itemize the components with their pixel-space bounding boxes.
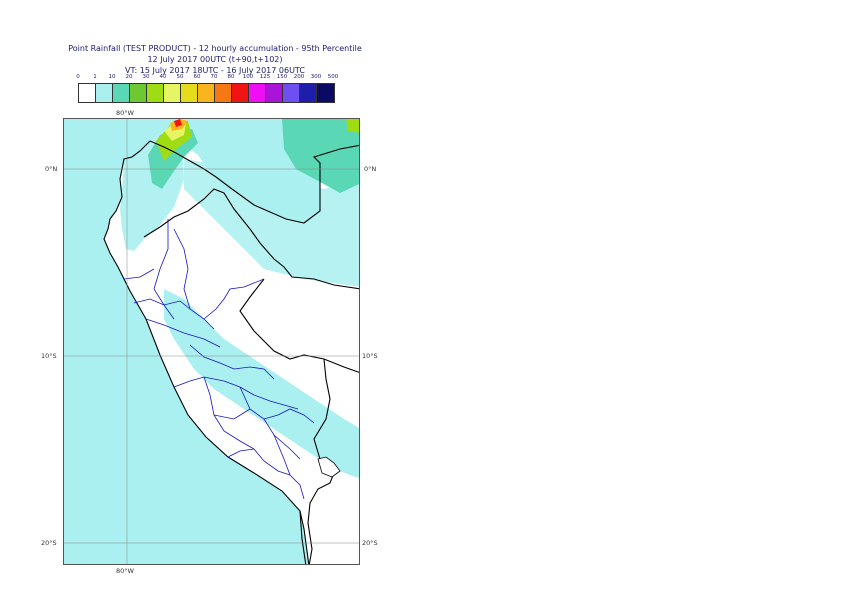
legend-swatch-11 [266,84,283,102]
lat-label-right-20: 20°S [362,539,378,547]
region-borders [123,219,315,500]
legend-swatch-12 [283,84,300,102]
colombia-ecuador-border [149,140,359,224]
rain-40-ne-corner [346,119,359,133]
legend-tick-6: 50 [176,74,184,80]
peru-north-border [143,188,359,290]
chart-title-line1: Point Rainfall (TEST PRODUCT) - 12 hourl… [68,44,362,53]
legend-swatch-6 [181,84,198,102]
cyan-north-strip [184,159,359,287]
legend-swatch-0 [79,84,96,102]
legend-swatch-10 [249,84,266,102]
legend-tick-4: 30 [142,74,150,80]
legend-swatch-14 [317,84,334,102]
bolivia-chile-border [299,510,307,564]
legend-swatch-9 [232,84,249,102]
graticule [64,119,359,564]
legend-swatch-5 [164,84,181,102]
lat-label-left-10: 10°S [41,352,57,360]
legend-tick-0: 0 [76,74,80,80]
color-legend-bar [78,83,335,103]
legend-tick-15: 500 [327,74,339,80]
legend-tick-8: 70 [210,74,218,80]
rain-10-andes [164,289,359,479]
legend-swatch-7 [198,84,215,102]
legend-tick-labels: 0 1 10 20 30 40 50 60 70 80 100 125 150 200 300 500 [76,74,348,84]
legend-tick-5: 40 [159,74,167,80]
legend-swatch-4 [147,84,164,102]
legend-tick-12: 150 [276,74,288,80]
legend-swatch-13 [300,84,317,102]
rain-20-northeast [282,119,359,193]
legend-tick-11: 125 [259,74,271,80]
lat-label-left-20: 20°S [41,539,57,547]
legend-tick-1: 1 [93,74,97,80]
lon-label-top: 80°W [116,109,134,117]
legend-tick-13: 200 [293,74,305,80]
legend-tick-9: 80 [227,74,235,80]
legend-tick-10: 100 [242,74,254,80]
legend-swatch-1 [96,84,113,102]
lake-titicaca [317,456,341,478]
map-svg [64,119,359,564]
lat-label-right-0: 0°N [364,165,377,173]
lon-label-bottom: 80°W [116,567,134,575]
map-panel [63,118,360,565]
lat-label-right-10: 10°S [362,352,378,360]
chart-title-line2: 12 July 2017 00UTC (t+90,t+102) [147,55,283,64]
legend-tick-14: 300 [310,74,322,80]
legend-tick-7: 60 [193,74,201,80]
legend-swatch-3 [130,84,147,102]
chart-title-line3: VT: 15 July 2017 18UTC - 16 July 2017 06… [125,66,305,75]
legend-swatch-2 [113,84,130,102]
lat-label-left-0: 0°N [45,165,58,173]
rain-100 [174,119,182,127]
legend-tick-3: 20 [125,74,133,80]
legend-swatch-8 [215,84,232,102]
legend-tick-2: 10 [108,74,116,80]
